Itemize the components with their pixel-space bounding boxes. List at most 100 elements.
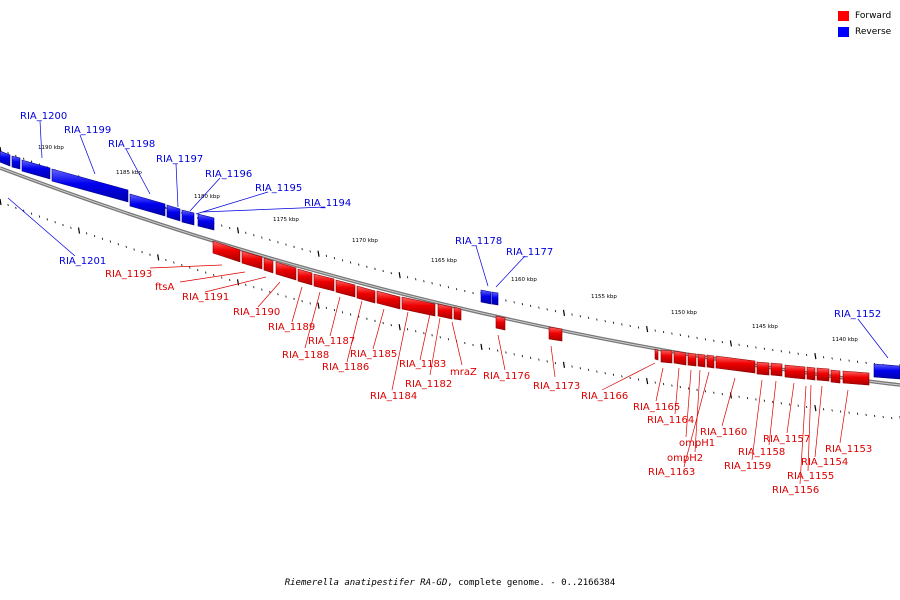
gene-arrow-RIA_1187[interactable]	[335, 279, 356, 298]
gene-arrow-RIA_1157[interactable]	[784, 364, 806, 380]
gene-arrow-RIA_1155[interactable]	[806, 366, 816, 381]
gene-label[interactable]: RIA_1189	[268, 322, 315, 333]
gene-label[interactable]: ompH1	[679, 438, 715, 449]
gene-label[interactable]: RIA_1154	[801, 457, 848, 468]
minor-tick	[109, 240, 111, 243]
gene-arrow-RIA_1178[interactable]	[480, 289, 492, 305]
gene-arrow-RIA_1200[interactable]	[11, 155, 21, 170]
gene-label[interactable]: RIA_1153	[825, 444, 872, 455]
gene-label[interactable]: RIA_1200	[20, 111, 67, 122]
gene-label[interactable]: RIA_1183	[399, 359, 446, 370]
gene-arrow-RIA_1152[interactable]	[873, 363, 900, 380]
gene-arrow-RIA_1199a[interactable]	[21, 159, 51, 180]
gene-label[interactable]: RIA_1193	[105, 269, 152, 280]
gene-arrow-ompH2[interactable]	[697, 353, 706, 368]
minor-tick	[447, 286, 450, 289]
major-tick	[814, 405, 817, 412]
gene-arrow-RIA_1176[interactable]	[495, 315, 506, 331]
gene-label[interactable]: mraZ	[450, 367, 477, 378]
gene-arrow-RIA_1189[interactable]	[297, 268, 313, 286]
gene-arrow-RIA_1199b[interactable]	[51, 168, 129, 203]
minor-tick	[423, 332, 425, 335]
gene-arrow-RIA_1163[interactable]	[706, 354, 715, 369]
minor-tick	[839, 410, 842, 413]
minor-tick	[269, 290, 271, 294]
gene-label[interactable]: RIA_1191	[182, 292, 229, 303]
gene-arrow-RIA_1196[interactable]	[181, 209, 195, 226]
gene-label[interactable]: RIA_1177	[506, 247, 553, 258]
gene-label[interactable]: RIA_1196	[205, 169, 252, 180]
gene-arrow-ftsA[interactable]	[241, 250, 263, 270]
gene-arrow-RIA_1186[interactable]	[356, 285, 376, 304]
gene-arrow-ompH1[interactable]	[687, 352, 697, 367]
gene-arrow-RIA_1164[interactable]	[673, 350, 687, 366]
gene-arrow-RIA_1156[interactable]	[830, 369, 841, 384]
legend: Forward Reverse	[838, 9, 891, 41]
major-tick	[0, 198, 2, 206]
gene-arrow-RIA_1166[interactable]	[654, 348, 659, 361]
gene-label[interactable]: RIA_1188	[282, 350, 329, 361]
minor-tick	[596, 318, 598, 321]
major-tick	[398, 272, 401, 279]
gene-label[interactable]: RIA_1182	[405, 379, 452, 390]
gene-arrow-RIA_1183[interactable]	[437, 303, 453, 320]
gene-label[interactable]: RIA_1157	[763, 434, 810, 445]
gene-label[interactable]: RIA_1152	[834, 309, 881, 320]
gene-label[interactable]: RIA_1164	[647, 415, 694, 426]
gene-label[interactable]: RIA_1155	[787, 471, 834, 482]
minor-tick	[245, 283, 247, 286]
gene-label[interactable]: RIA_1190	[233, 307, 280, 318]
gene-arrow-RIA_1193[interactable]	[212, 240, 241, 263]
gene-label[interactable]: RIA_1159	[724, 461, 771, 472]
minor-tick	[621, 375, 623, 378]
gene-arrow-RIA_1194[interactable]	[197, 213, 215, 231]
gene-arrow-RIA_1185[interactable]	[376, 290, 401, 310]
gene-label[interactable]: RIA_1163	[648, 467, 695, 478]
gene-label[interactable]: RIA_1186	[322, 362, 369, 373]
gene-arrow-RIA_1190[interactable]	[275, 261, 297, 281]
gene-label[interactable]: RIA_1184	[370, 391, 417, 402]
gene-label[interactable]: ftsA	[155, 282, 174, 293]
gene-arrow-RIA_1201[interactable]	[0, 150, 11, 167]
gene-label[interactable]: RIA_1187	[308, 336, 355, 347]
gene-arrow-RIA_1182[interactable]	[453, 306, 462, 321]
gene-label[interactable]: ompH2	[667, 453, 703, 464]
minor-tick	[874, 414, 876, 418]
gene-label[interactable]: RIA_1194	[304, 198, 351, 209]
gene-arrow-RIA_1198[interactable]	[129, 193, 166, 217]
minor-tick	[423, 280, 425, 283]
gene-arrow-RIA_1191[interactable]	[263, 257, 274, 274]
forward-swatch	[838, 11, 849, 21]
gene-arrow-RIA_1165[interactable]	[660, 349, 673, 364]
gene-label[interactable]: RIA_1173	[533, 381, 580, 392]
gene-arrow-RIA_1184[interactable]	[401, 296, 436, 317]
gene-arrow-RIA_1158[interactable]	[770, 362, 783, 377]
minor-tick	[621, 323, 623, 326]
minor-tick	[439, 284, 441, 287]
gene-arrow-RIA_1160[interactable]	[715, 355, 756, 374]
gene-arrow-RIA_1188[interactable]	[313, 273, 335, 292]
gene-arrow-RIA_1154[interactable]	[816, 367, 830, 382]
gene-label[interactable]: RIA_1201	[59, 256, 106, 267]
gene-label[interactable]: RIA_1199	[64, 125, 111, 136]
forward-genes	[212, 240, 870, 386]
gene-arrow-RIA_1153[interactable]	[842, 370, 870, 386]
minor-tick	[205, 271, 207, 274]
gene-arrow-RIA_1159[interactable]	[756, 361, 770, 376]
gene-arrow-RIA_1173[interactable]	[548, 326, 563, 342]
gene-label[interactable]: RIA_1195	[255, 183, 302, 194]
gene-label[interactable]: RIA_1176	[483, 371, 530, 382]
gene-label[interactable]: RIA_1160	[700, 427, 747, 438]
gene-label[interactable]: RIA_1185	[350, 349, 397, 360]
gene-label[interactable]: RIA_1166	[581, 391, 628, 402]
gene-arrow-RIA_1177[interactable]	[491, 291, 499, 306]
minor-tick	[848, 359, 850, 362]
gene-label[interactable]: RIA_1198	[108, 139, 155, 150]
gene-arrow-RIA_1197[interactable]	[166, 204, 181, 222]
gene-label[interactable]: RIA_1156	[772, 485, 819, 496]
leader-lines-forward	[149, 264, 849, 485]
gene-label[interactable]: RIA_1158	[738, 447, 785, 458]
gene-label[interactable]: RIA_1178	[455, 236, 502, 247]
gene-label[interactable]: RIA_1197	[156, 154, 203, 165]
gene-label[interactable]: RIA_1165	[633, 402, 680, 413]
